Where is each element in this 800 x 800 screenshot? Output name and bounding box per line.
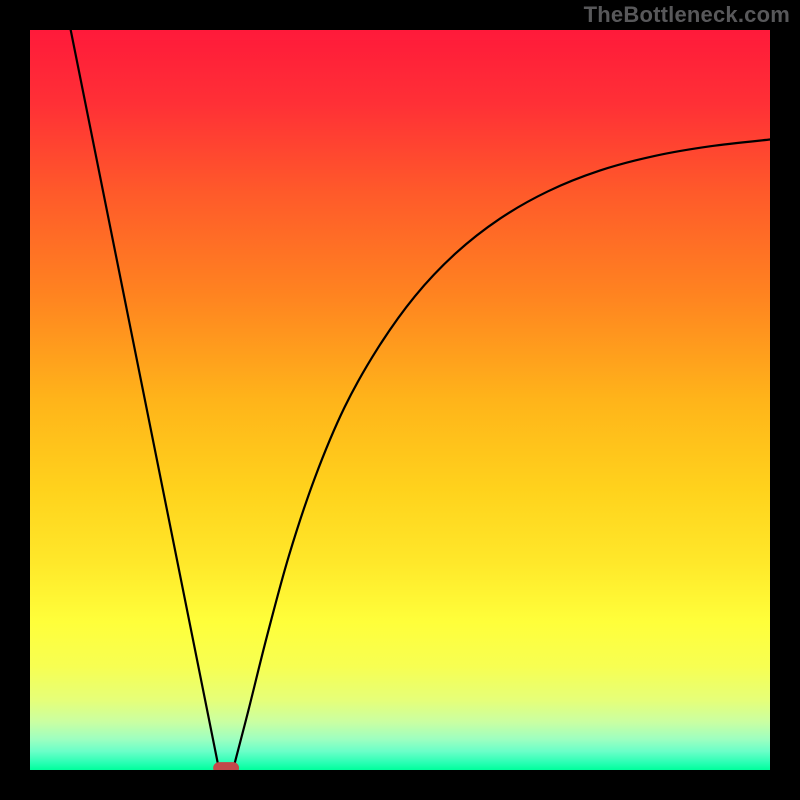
plot-svg — [30, 30, 770, 770]
chart-container: TheBottleneck.com — [0, 0, 800, 800]
valley-marker — [213, 762, 239, 770]
gradient-background — [30, 30, 770, 770]
watermark-text: TheBottleneck.com — [584, 2, 790, 28]
